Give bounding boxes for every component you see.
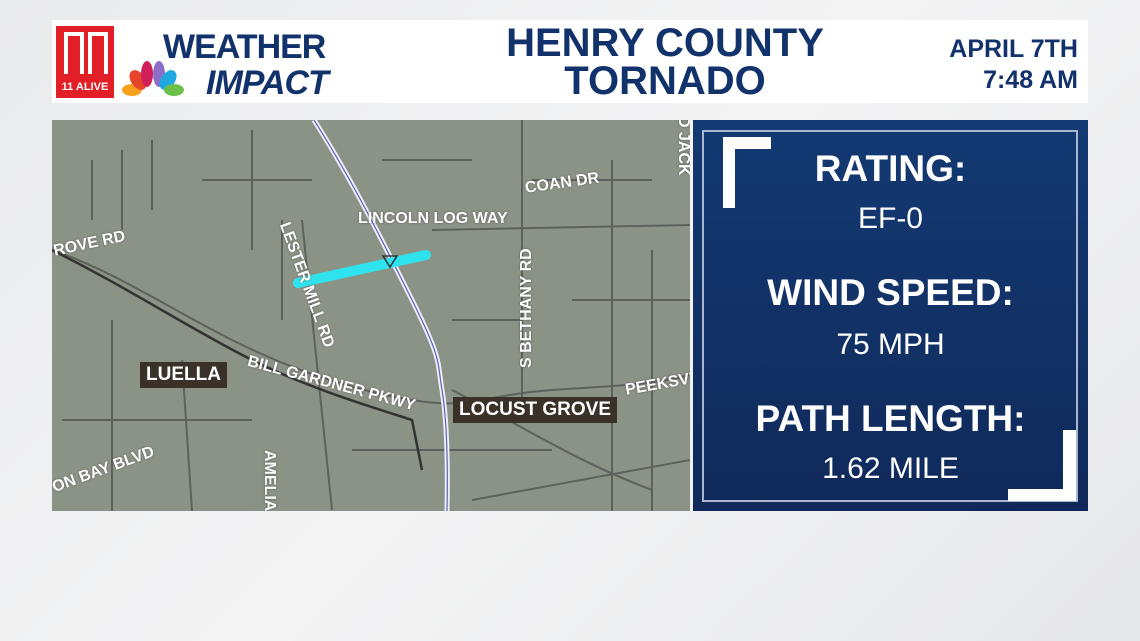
local-roads bbox=[52, 120, 690, 511]
wind-speed-value: 75 MPH bbox=[836, 328, 945, 361]
road-label: LINCOLN LOG WAY bbox=[358, 210, 508, 227]
road-label: D JACK bbox=[675, 120, 690, 176]
map-roads bbox=[52, 120, 690, 511]
brand-impact: IMPACT bbox=[206, 64, 329, 102]
path-length-label: PATH LENGTH: bbox=[755, 398, 1026, 439]
tornado-map: COAN DR LINCOLN LOG WAY ROVE RD LESTER M… bbox=[52, 120, 690, 511]
rating-label: RATING: bbox=[814, 148, 967, 189]
tornado-marker-icon bbox=[381, 255, 399, 269]
page-title: HENRY COUNTY TORNADO bbox=[460, 21, 870, 103]
rating-value: EF-0 bbox=[857, 202, 923, 235]
station-logo: 11 ALIVE bbox=[56, 26, 114, 98]
brand-weather: WEATHER bbox=[163, 28, 326, 66]
header-bar bbox=[52, 20, 1088, 103]
date: APRIL 7TH bbox=[949, 35, 1078, 63]
title-line-2: TORNADO bbox=[564, 59, 766, 103]
peacock-logo bbox=[122, 61, 184, 96]
road-label: S BETHANY RD bbox=[518, 248, 535, 368]
road-label: AMELIA bbox=[261, 450, 278, 511]
bill-gardner-pkwy bbox=[52, 248, 424, 471]
path-length-value: 1.62 MILE bbox=[822, 452, 959, 485]
town-label-locust-grove: LOCUST GROVE bbox=[453, 397, 618, 423]
time: 7:48 AM bbox=[983, 66, 1078, 94]
timestamp: APRIL 7TH 7:48 AM bbox=[949, 34, 1078, 96]
interstate-highway bbox=[311, 120, 450, 511]
town-label-luella: LUELLA bbox=[140, 362, 227, 388]
stats-panel: RATING: EF-0 WIND SPEED: 75 MPH PATH LEN… bbox=[693, 120, 1088, 511]
station-logo-text: 11 ALIVE bbox=[61, 81, 109, 93]
wind-speed-label: WIND SPEED: bbox=[767, 272, 1014, 313]
title-line-1: HENRY COUNTY bbox=[506, 21, 824, 65]
tornado-path bbox=[293, 250, 431, 288]
panel-border bbox=[702, 130, 1078, 502]
